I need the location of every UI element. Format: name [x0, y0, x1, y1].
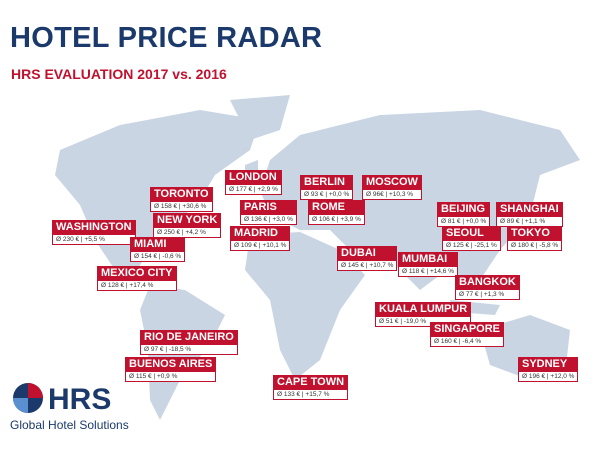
city-detail: Ø 145 € | +10,7 %: [337, 260, 398, 271]
city-detail: Ø 93 € | +0,0 %: [300, 189, 354, 200]
city-name: MEXICO CITY: [97, 266, 177, 280]
city-name: KUALA LUMPUR: [375, 302, 472, 316]
city-label: MEXICO CITY Ø 128 € | +17,4 %: [97, 266, 177, 291]
city-detail: Ø 136 € | +3,0 %: [240, 214, 297, 225]
africa: [245, 232, 365, 380]
city-name: WASHINGTON: [52, 220, 136, 234]
city-detail: Ø 196 € | +12,0 %: [518, 371, 579, 382]
city-name: PARIS: [240, 200, 297, 214]
city-detail: Ø 158 € | +30,6 %: [150, 201, 213, 212]
city-detail: Ø 115 € | +0,9 %: [125, 371, 217, 382]
city-name: BUENOS AIRES: [125, 357, 217, 371]
city-label: LONDON Ø 177 € | +2,9 %: [225, 170, 282, 195]
city-detail: Ø 154 € | -0,6 %: [130, 251, 186, 262]
city-detail: Ø 97 € | -18,5 %: [140, 344, 238, 355]
city-detail: Ø 125 € | -25,1 %: [442, 240, 501, 251]
subtitle: HRS EVALUATION 2017 vs. 2016: [11, 66, 227, 82]
city-label: SEOUL Ø 125 € | -25,1 %: [442, 226, 501, 251]
city-name: BANGKOK: [455, 275, 520, 289]
city-name: MIAMI: [130, 237, 186, 251]
logo-text: HRS: [48, 383, 112, 416]
city-name: SEOUL: [442, 226, 501, 240]
city-label: BUENOS AIRES Ø 115 € | +0,9 %: [125, 357, 217, 382]
city-label: DUBAI Ø 145 € | +10,7 %: [337, 246, 398, 271]
city-label: KUALA LUMPUR Ø 51 € | -19,0 %: [375, 302, 472, 327]
city-detail: Ø 96€ | +10,3 %: [362, 189, 422, 200]
city-label: MUMBAI Ø 118 € | +14,6 %: [398, 252, 458, 277]
tagline: Global Hotel Solutions: [10, 418, 129, 432]
city-name: LONDON: [225, 170, 282, 184]
city-label: BERLIN Ø 93 € | +0,0 %: [300, 175, 354, 200]
city-name: TORONTO: [150, 187, 213, 201]
city-detail: Ø 118 € | +14,6 %: [398, 266, 458, 277]
city-detail: Ø 133 € | +15,7 %: [273, 389, 349, 400]
city-name: NEW YORK: [153, 213, 222, 227]
city-label: MOSCOW Ø 96€ | +10,3 %: [362, 175, 422, 200]
city-name: RIO DE JANEIRO: [140, 330, 238, 344]
city-label: WASHINGTON Ø 230 € | +5,5 %: [52, 220, 136, 245]
city-name: ROME: [308, 200, 365, 214]
city-detail: Ø 250 € | +4,2 %: [153, 227, 222, 238]
city-label: MADRID Ø 109 € | +10,1 %: [230, 226, 291, 251]
city-name: MUMBAI: [398, 252, 458, 266]
city-detail: Ø 180 € | -5,8 %: [507, 240, 563, 251]
city-label: BEIJING Ø 81 € | +0,0 %: [437, 202, 491, 227]
city-name: MOSCOW: [362, 175, 422, 189]
greenland: [230, 95, 290, 140]
city-detail: Ø 106 € | +3,9 %: [308, 214, 365, 225]
city-name: BERLIN: [300, 175, 354, 189]
city-detail: Ø 160 € | -6,4 %: [430, 336, 505, 347]
city-name: BEIJING: [437, 202, 491, 216]
city-name: CAPE TOWN: [273, 375, 349, 389]
city-label: NEW YORK Ø 250 € | +4,2 %: [153, 213, 222, 238]
city-label: MIAMI Ø 154 € | -0,6 %: [130, 237, 186, 262]
city-label: TORONTO Ø 158 € | +30,6 %: [150, 187, 213, 212]
city-detail: Ø 230 € | +5,5 %: [52, 234, 136, 245]
city-name: SINGAPORE: [430, 322, 505, 336]
city-label: SINGAPORE Ø 160 € | -6,4 %: [430, 322, 505, 347]
city-name: SHANGHAI: [496, 202, 563, 216]
city-label: CAPE TOWN Ø 133 € | +15,7 %: [273, 375, 349, 400]
city-label: PARIS Ø 136 € | +3,0 %: [240, 200, 297, 225]
city-label: ROME Ø 106 € | +3,9 %: [308, 200, 365, 225]
city-label: RIO DE JANEIRO Ø 97 € | -18,5 %: [140, 330, 238, 355]
city-label: SYDNEY Ø 196 € | +12,0 %: [518, 357, 579, 382]
logo-icon: [13, 383, 43, 413]
city-label: BANGKOK Ø 77 € | +1,3 %: [455, 275, 520, 300]
city-name: DUBAI: [337, 246, 398, 260]
city-label: SHANGHAI Ø 89 € | +1,1 %: [496, 202, 563, 227]
city-detail: Ø 128 € | +17,4 %: [97, 280, 177, 291]
city-name: SYDNEY: [518, 357, 579, 371]
title: HOTEL PRICE RADAR: [10, 22, 323, 54]
city-label: TOKYO Ø 180 € | -5,8 %: [507, 226, 563, 251]
city-detail: Ø 77 € | +1,3 %: [455, 289, 520, 300]
city-detail: Ø 109 € | +10,1 %: [230, 240, 291, 251]
city-detail: Ø 51 € | -19,0 %: [375, 316, 472, 327]
city-name: TOKYO: [507, 226, 563, 240]
city-name: MADRID: [230, 226, 291, 240]
city-detail: Ø 177 € | +2,9 %: [225, 184, 282, 195]
